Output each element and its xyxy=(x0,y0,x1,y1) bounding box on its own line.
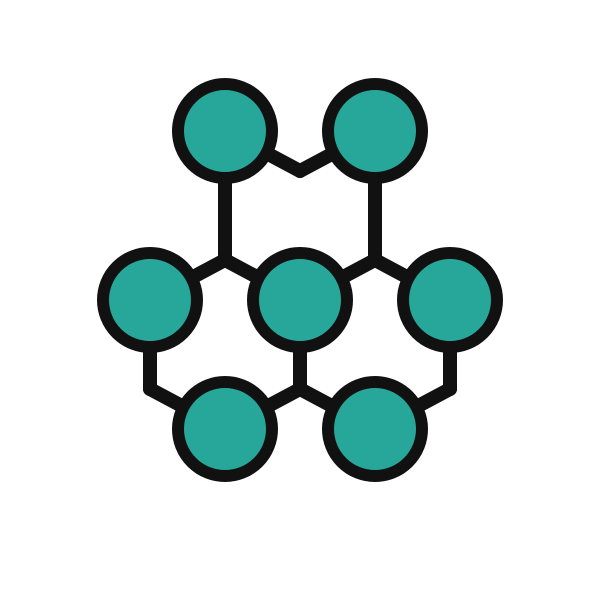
node xyxy=(178,84,272,178)
nodes-layer xyxy=(103,84,497,476)
molecule-lattice-icon xyxy=(0,0,600,600)
node xyxy=(403,253,497,347)
node xyxy=(253,253,347,347)
node xyxy=(178,382,272,476)
node xyxy=(328,84,422,178)
node xyxy=(103,253,197,347)
node xyxy=(328,382,422,476)
